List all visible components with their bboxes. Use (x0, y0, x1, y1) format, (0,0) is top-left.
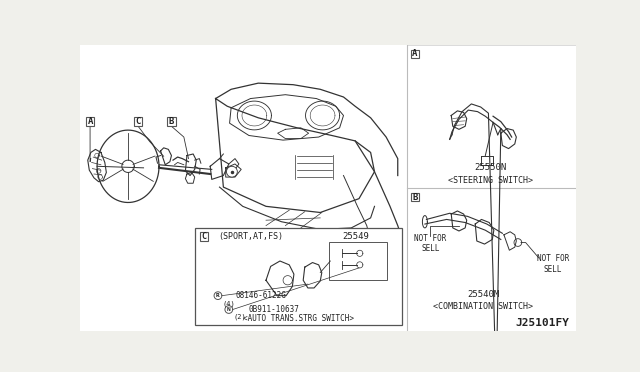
Bar (200, 232, 208, 241)
Text: A: A (88, 117, 93, 126)
Bar (134, 118, 142, 126)
Text: R: R (216, 293, 220, 298)
Bar (407, 45, 576, 331)
Circle shape (225, 306, 233, 313)
Text: N: N (227, 307, 230, 312)
Text: 08146-6122G: 08146-6122G (235, 291, 286, 300)
Bar (410, 193, 419, 201)
Text: 25549: 25549 (342, 232, 369, 241)
Bar (86, 118, 94, 126)
Text: B: B (169, 117, 174, 126)
Text: A: A (412, 49, 417, 58)
Text: NOT FOR
SELL: NOT FOR SELL (414, 234, 447, 253)
Text: (2): (2) (233, 314, 246, 320)
Text: 25540M: 25540M (467, 291, 499, 299)
Circle shape (227, 166, 237, 177)
Text: (SPORT,AT,FS): (SPORT,AT,FS) (218, 232, 283, 241)
Bar (80, 45, 407, 331)
Text: <STEERING SWITCH>: <STEERING SWITCH> (448, 176, 533, 185)
Text: <COMBINATION SWITCH>: <COMBINATION SWITCH> (433, 302, 533, 311)
Text: C: C (202, 232, 207, 241)
Text: (4): (4) (223, 300, 235, 307)
Text: 0B911-10637: 0B911-10637 (248, 305, 299, 314)
Text: J25101FY: J25101FY (516, 318, 570, 328)
Text: 25550N: 25550N (475, 163, 507, 172)
Text: NOT FOR
SELL: NOT FOR SELL (536, 254, 569, 274)
Circle shape (214, 292, 222, 299)
Bar (167, 118, 176, 126)
Text: B: B (412, 193, 417, 202)
Bar (410, 49, 419, 58)
Bar (329, 242, 387, 280)
Bar (195, 228, 403, 325)
Text: C: C (136, 117, 141, 126)
Text: <AUTO TRANS.STRG SWITCH>: <AUTO TRANS.STRG SWITCH> (243, 314, 354, 323)
